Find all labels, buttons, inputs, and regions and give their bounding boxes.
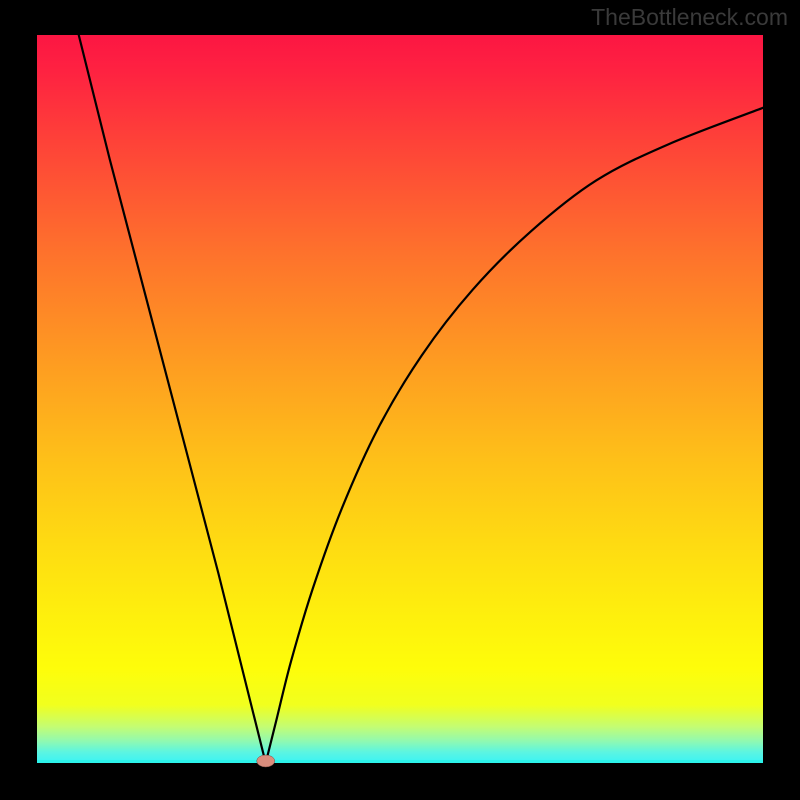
bottleneck-chart <box>0 0 800 800</box>
chart-container: TheBottleneck.com <box>0 0 800 800</box>
watermark-text: TheBottleneck.com <box>591 4 788 31</box>
optimal-point-marker <box>257 755 275 767</box>
gradient-plot-area <box>37 35 763 763</box>
baseline-strip <box>37 760 763 763</box>
